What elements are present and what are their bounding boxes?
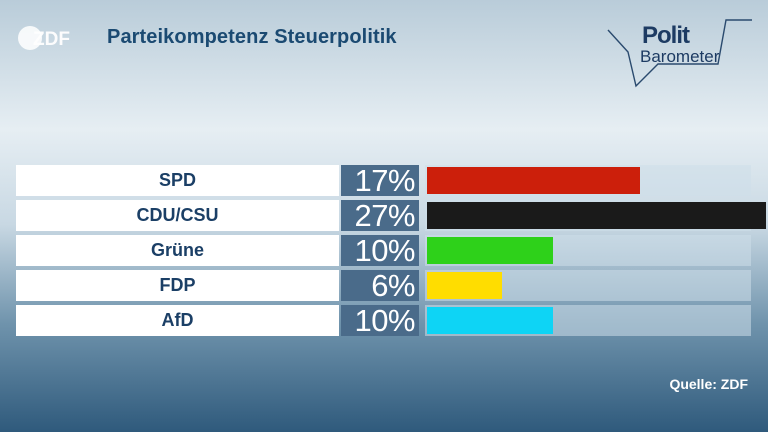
value-label: 27% bbox=[341, 200, 419, 231]
zdf-logo: ZDF bbox=[18, 26, 70, 50]
brand-polit: Polit bbox=[642, 22, 690, 49]
value-label: 10% bbox=[341, 305, 419, 336]
brand-barometer: Barometer bbox=[640, 47, 720, 66]
value-label: 17% bbox=[341, 165, 419, 196]
bar-chart: SPD 17% CDU/CSU 27% Grüne 10% FDP 6% AfD 10% bbox=[16, 165, 766, 337]
source-note: Quelle: ZDF bbox=[669, 376, 748, 392]
category-label: FDP bbox=[16, 270, 339, 301]
bar bbox=[427, 272, 502, 299]
politbarometer-line-icon bbox=[607, 19, 752, 88]
category-label: AfD bbox=[16, 305, 339, 336]
category-label: CDU/CSU bbox=[16, 200, 339, 231]
politbarometer-logo: Polit Barometer bbox=[606, 16, 754, 96]
bar bbox=[427, 237, 553, 264]
chart-title: Parteikompetenz Steuerpolitik bbox=[107, 26, 397, 48]
zdf-logo-text: ZDF bbox=[33, 29, 70, 50]
bar-row: FDP 6% bbox=[16, 270, 751, 301]
value-label: 6% bbox=[341, 270, 419, 301]
value-label: 10% bbox=[341, 235, 419, 266]
bar bbox=[427, 202, 766, 229]
category-label: Grüne bbox=[16, 235, 339, 266]
bar bbox=[427, 167, 640, 194]
bar bbox=[427, 307, 553, 334]
bar-row: AfD 10% bbox=[16, 305, 751, 336]
bar-row: Grüne 10% bbox=[16, 235, 751, 266]
bar-row: CDU/CSU 27% bbox=[16, 200, 766, 231]
category-label: SPD bbox=[16, 165, 339, 196]
bar-row: SPD 17% bbox=[16, 165, 751, 196]
